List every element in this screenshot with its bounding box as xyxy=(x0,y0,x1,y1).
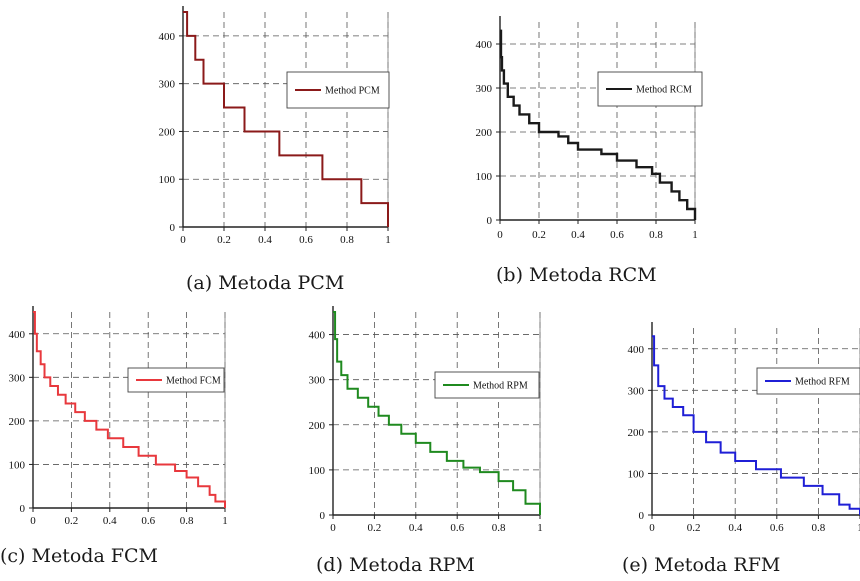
y-tick-label: 300 xyxy=(309,375,326,387)
y-tick-label: 400 xyxy=(628,344,645,356)
x-tick-label: 0.8 xyxy=(340,234,354,246)
y-tick-label: 0 xyxy=(320,510,326,522)
x-tick-label: 1 xyxy=(537,522,543,534)
y-tick-label: 0 xyxy=(639,510,645,522)
x-tick-label: 0.4 xyxy=(571,229,585,241)
chart-c-plot: 0 0.2 0.4 0.6 0.8 1 0 100 200 300 400 Method FCM xyxy=(9,306,228,527)
x-tick-label: 0 xyxy=(649,522,655,534)
x-tick-label: 0.8 xyxy=(180,515,194,527)
chart-panel-c: 0 0.2 0.4 0.6 0.8 1 0 100 200 300 400 Method FCM (c… xyxy=(0,290,280,581)
y-tick-label: 400 xyxy=(159,31,176,43)
x-tick-label: 0 xyxy=(30,515,36,527)
series-line xyxy=(499,29,697,220)
y-tick-label: 0 xyxy=(487,215,493,227)
plot-area xyxy=(333,312,540,515)
x-tick-label: 1 xyxy=(222,515,228,527)
x-tick-label: 0.4 xyxy=(728,522,742,534)
y-tick-label: 200 xyxy=(9,416,26,428)
y-tick-label: 300 xyxy=(9,372,26,384)
x-tick-label: 0.6 xyxy=(450,522,464,534)
chart-b-caption: (b) Metoda RCM xyxy=(496,264,657,286)
y-tick-label: 100 xyxy=(476,171,493,183)
x-tick-label: 0.2 xyxy=(687,522,701,534)
x-tick-label: 0.4 xyxy=(258,234,272,246)
y-tick-label: 200 xyxy=(309,420,326,432)
x-tick-label: 1 xyxy=(857,522,860,534)
plot-area xyxy=(33,312,225,508)
series-line xyxy=(652,335,860,515)
chart-panel-d: 0 0.2 0.4 0.6 0.8 1 0 100 200 300 400 Method RPM (d… xyxy=(290,290,580,581)
y-tick-label: 100 xyxy=(628,468,645,480)
chart-d-plot: 0 0.2 0.4 0.6 0.8 1 0 100 200 300 400 Method RPM xyxy=(309,306,543,534)
x-tick-label: 0.6 xyxy=(770,522,784,534)
chart-panel-b: 0 0.2 0.4 0.6 0.8 1 0 100 200 300 400 Method RCM (b… xyxy=(440,0,860,300)
y-tick-label: 0 xyxy=(170,222,176,234)
x-tick-label: 0.8 xyxy=(812,522,826,534)
y-tick-label: 300 xyxy=(476,83,493,95)
chart-a-caption: (a) Metoda PCM xyxy=(186,272,345,294)
legend-label: Method PCM xyxy=(325,86,380,97)
legend-label: Method RFM xyxy=(795,377,850,388)
legend-label: Method RPM xyxy=(473,381,528,392)
y-tick-label: 200 xyxy=(159,126,176,138)
x-tick-label: 0.8 xyxy=(492,522,506,534)
chart-e-plot: 0 0.2 0.4 0.6 0.8 1 0 100 200 300 400 Method RFM xyxy=(628,322,860,534)
x-tick-label: 0.2 xyxy=(217,234,231,246)
y-tick-label: 100 xyxy=(9,459,26,471)
x-tick-label: 0.4 xyxy=(409,522,423,534)
y-tick-label: 0 xyxy=(20,503,26,515)
series-line xyxy=(183,11,389,227)
plot-area xyxy=(652,328,860,515)
x-tick-label: 0.8 xyxy=(649,229,663,241)
x-tick-label: 0 xyxy=(497,229,503,241)
chart-panel-a: 0 0.2 0.4 0.6 0.8 1 0 100 200 300 400 Method PCM (a… xyxy=(0,0,410,300)
x-tick-label: 0 xyxy=(180,234,186,246)
y-tick-label: 200 xyxy=(476,127,493,139)
x-tick-label: 0.2 xyxy=(532,229,546,241)
y-tick-label: 400 xyxy=(476,39,493,51)
chart-e-caption: (e) Metoda RFM xyxy=(622,554,781,576)
x-tick-label: 1 xyxy=(385,234,391,246)
y-tick-label: 300 xyxy=(628,385,645,397)
y-tick-label: 200 xyxy=(628,427,645,439)
plot-area xyxy=(183,12,388,227)
series-line xyxy=(333,311,541,515)
x-tick-label: 0.4 xyxy=(103,515,117,527)
x-tick-label: 1 xyxy=(692,229,698,241)
x-tick-label: 0 xyxy=(330,522,336,534)
legend-label: Method FCM xyxy=(166,376,221,387)
chart-panel-e: 0 0.2 0.4 0.6 0.8 1 0 100 200 300 400 Method RFM (e… xyxy=(600,290,860,581)
y-tick-label: 400 xyxy=(9,329,26,341)
y-tick-label: 100 xyxy=(309,465,326,477)
chart-b-plot: 0 0.2 0.4 0.6 0.8 1 0 100 200 300 400 Method RCM xyxy=(476,16,703,241)
legend-label: Method RCM xyxy=(636,85,692,96)
chart-a-plot: 0 0.2 0.4 0.6 0.8 1 0 100 200 300 400 Method PCM xyxy=(159,6,391,246)
x-tick-label: 0.2 xyxy=(65,515,79,527)
series-line xyxy=(33,311,226,508)
chart-c-caption: (c) Metoda FCM xyxy=(0,545,158,567)
y-tick-label: 400 xyxy=(309,330,326,342)
y-tick-label: 100 xyxy=(159,174,176,186)
x-tick-label: 0.6 xyxy=(299,234,313,246)
plot-area xyxy=(500,22,695,220)
y-tick-label: 300 xyxy=(159,79,176,91)
chart-d-caption: (d) Metoda RPM xyxy=(316,554,475,576)
x-tick-label: 0.6 xyxy=(610,229,624,241)
x-tick-label: 0.2 xyxy=(368,522,382,534)
x-tick-label: 0.6 xyxy=(141,515,155,527)
